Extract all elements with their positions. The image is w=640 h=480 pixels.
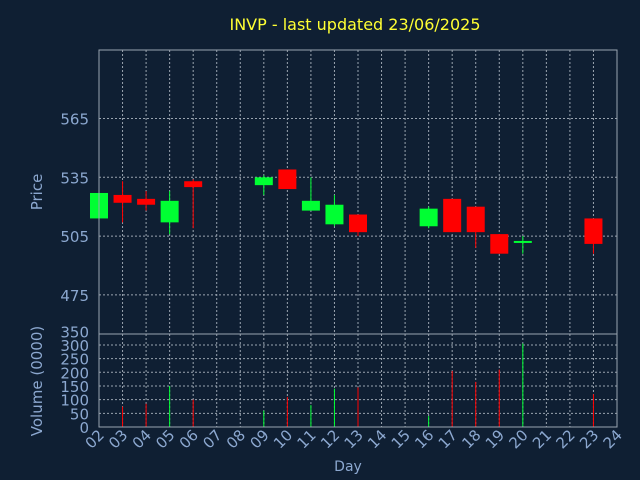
candle-body: [184, 181, 203, 188]
candle-body: [325, 204, 344, 225]
x-tick-label: 08: [223, 426, 249, 452]
x-tick-label: 07: [199, 426, 225, 452]
price-tick-label: 505: [60, 228, 89, 246]
candle-body: [490, 234, 509, 254]
x-axis-label: Day: [334, 459, 362, 475]
chart-title: INVP - last updated 23/06/2025: [229, 15, 480, 34]
price-tick-label: 535: [60, 169, 89, 187]
volume-tick-label: 200: [60, 364, 89, 382]
x-tick-label: 16: [411, 426, 437, 452]
volume-tick-label: 150: [60, 378, 89, 396]
x-tick-label: 15: [388, 426, 414, 452]
candle-body: [443, 198, 462, 233]
price-axis-label: Price: [28, 174, 46, 211]
price-tick-label: 475: [60, 287, 89, 305]
x-tick-label: 03: [105, 426, 131, 452]
x-tick-label: 19: [482, 426, 508, 452]
volume-tick-label: 250: [60, 351, 89, 369]
x-tick-label: 18: [458, 426, 484, 452]
volume-tick-label: 50: [70, 405, 89, 423]
grid-lines: [98, 50, 618, 427]
candle-body: [349, 214, 367, 233]
volume-panel-frame: [98, 333, 618, 428]
x-tick-label: 12: [317, 426, 343, 452]
chart-marks: [90, 169, 603, 427]
x-tick-label: 04: [129, 426, 155, 452]
x-tick-label: 10: [270, 426, 296, 452]
axes: 4755055355650501001502002503003500203040…: [60, 49, 626, 452]
candle-body: [419, 208, 438, 227]
candle-body: [137, 198, 156, 205]
volume-tick-label: 350: [60, 323, 89, 341]
volume-axis-label: Volume (0000): [28, 326, 46, 436]
volume-tick-label: 0: [79, 419, 89, 437]
x-tick-label: 20: [505, 426, 531, 452]
x-tick-label: 13: [341, 426, 367, 452]
x-tick-label: 09: [246, 426, 272, 452]
x-tick-label: 24: [600, 426, 626, 452]
volume-tick-label: 300: [60, 337, 89, 355]
candle-body: [513, 240, 532, 243]
x-tick-label: 06: [176, 426, 202, 452]
x-tick-label: 23: [576, 426, 602, 452]
candle-body: [254, 177, 273, 186]
candle-body: [113, 194, 132, 203]
x-tick-label: 05: [152, 426, 178, 452]
x-tick-label: 14: [364, 426, 390, 452]
candle-body: [301, 200, 320, 211]
candle-body: [278, 169, 297, 190]
candle-body: [160, 200, 179, 223]
x-tick-label: 17: [435, 426, 461, 452]
x-tick-label: 21: [529, 426, 555, 452]
volume-tick-label: 100: [60, 392, 89, 410]
x-tick-label: 22: [553, 426, 579, 452]
candle-body: [466, 206, 485, 233]
x-tick-label: 11: [294, 426, 320, 452]
price-tick-label: 565: [60, 111, 89, 129]
candle-body: [584, 218, 603, 244]
